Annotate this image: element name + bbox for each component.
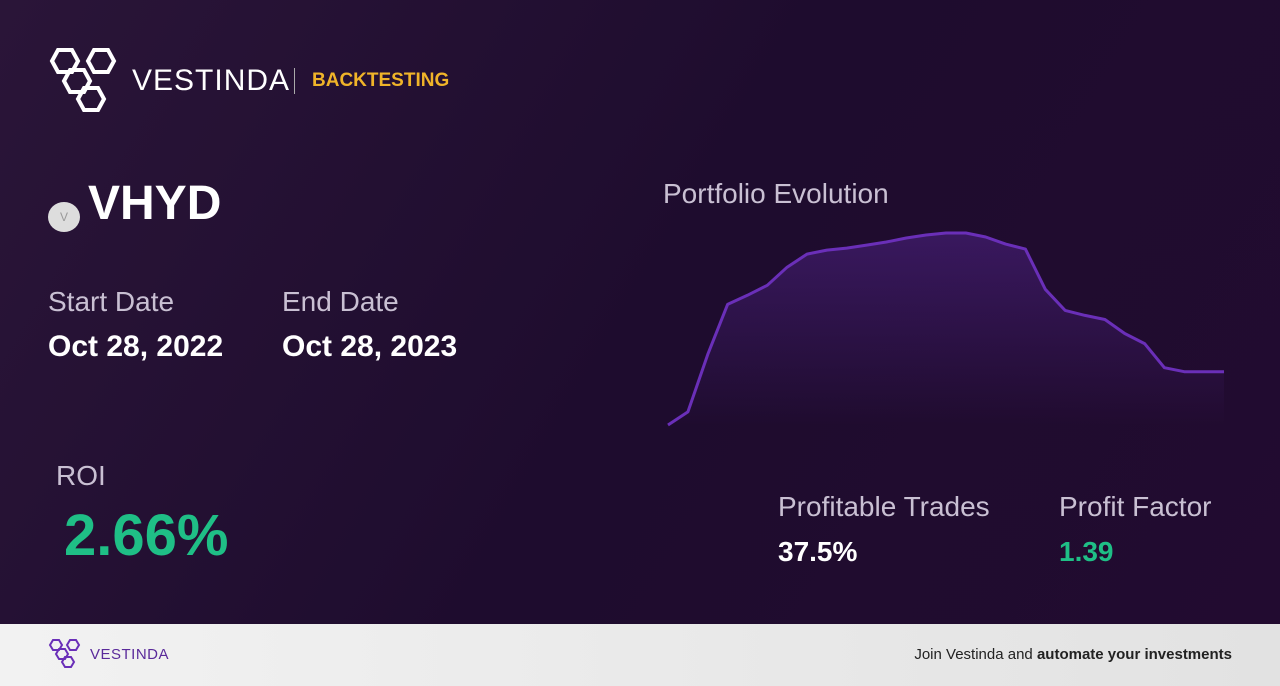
cta-bold[interactable]: automate your investments <box>1036 646 1232 663</box>
divider <box>294 68 295 94</box>
footer-cta: Join Vestinda and automate your investme… <box>914 646 1232 663</box>
section: BACKTESTING <box>312 70 450 91</box>
logo-icon <box>49 48 117 112</box>
footer-logo <box>48 639 81 668</box>
ticker: VHYD <box>88 177 222 230</box>
footer: VESTINDA Join Vestinda and automate your… <box>0 624 1280 686</box>
roi-value: 2.66% <box>64 503 229 568</box>
area <box>668 233 1224 425</box>
start-label: Start Date <box>48 286 175 317</box>
factor-value: 1.39 <box>1059 536 1114 567</box>
footer-brand: VESTINDA <box>90 646 170 663</box>
profitable-value: 37.5% <box>778 536 858 567</box>
cta-text: Join Vestinda and <box>914 646 1033 663</box>
chart <box>667 231 1224 427</box>
line <box>667 231 1224 427</box>
end-label: End Date <box>282 286 399 317</box>
roi-label: ROI <box>56 460 106 491</box>
ticker-icon: V <box>48 202 80 232</box>
brand: VESTINDA <box>132 64 291 97</box>
end-date: Oct 28, 2023 <box>282 330 458 363</box>
start-date: Oct 28, 2022 <box>48 330 224 363</box>
chart-title: Portfolio Evolution <box>663 178 889 209</box>
profitable-label: Profitable Trades <box>778 491 990 522</box>
factor-label: Profit Factor <box>1059 491 1212 522</box>
